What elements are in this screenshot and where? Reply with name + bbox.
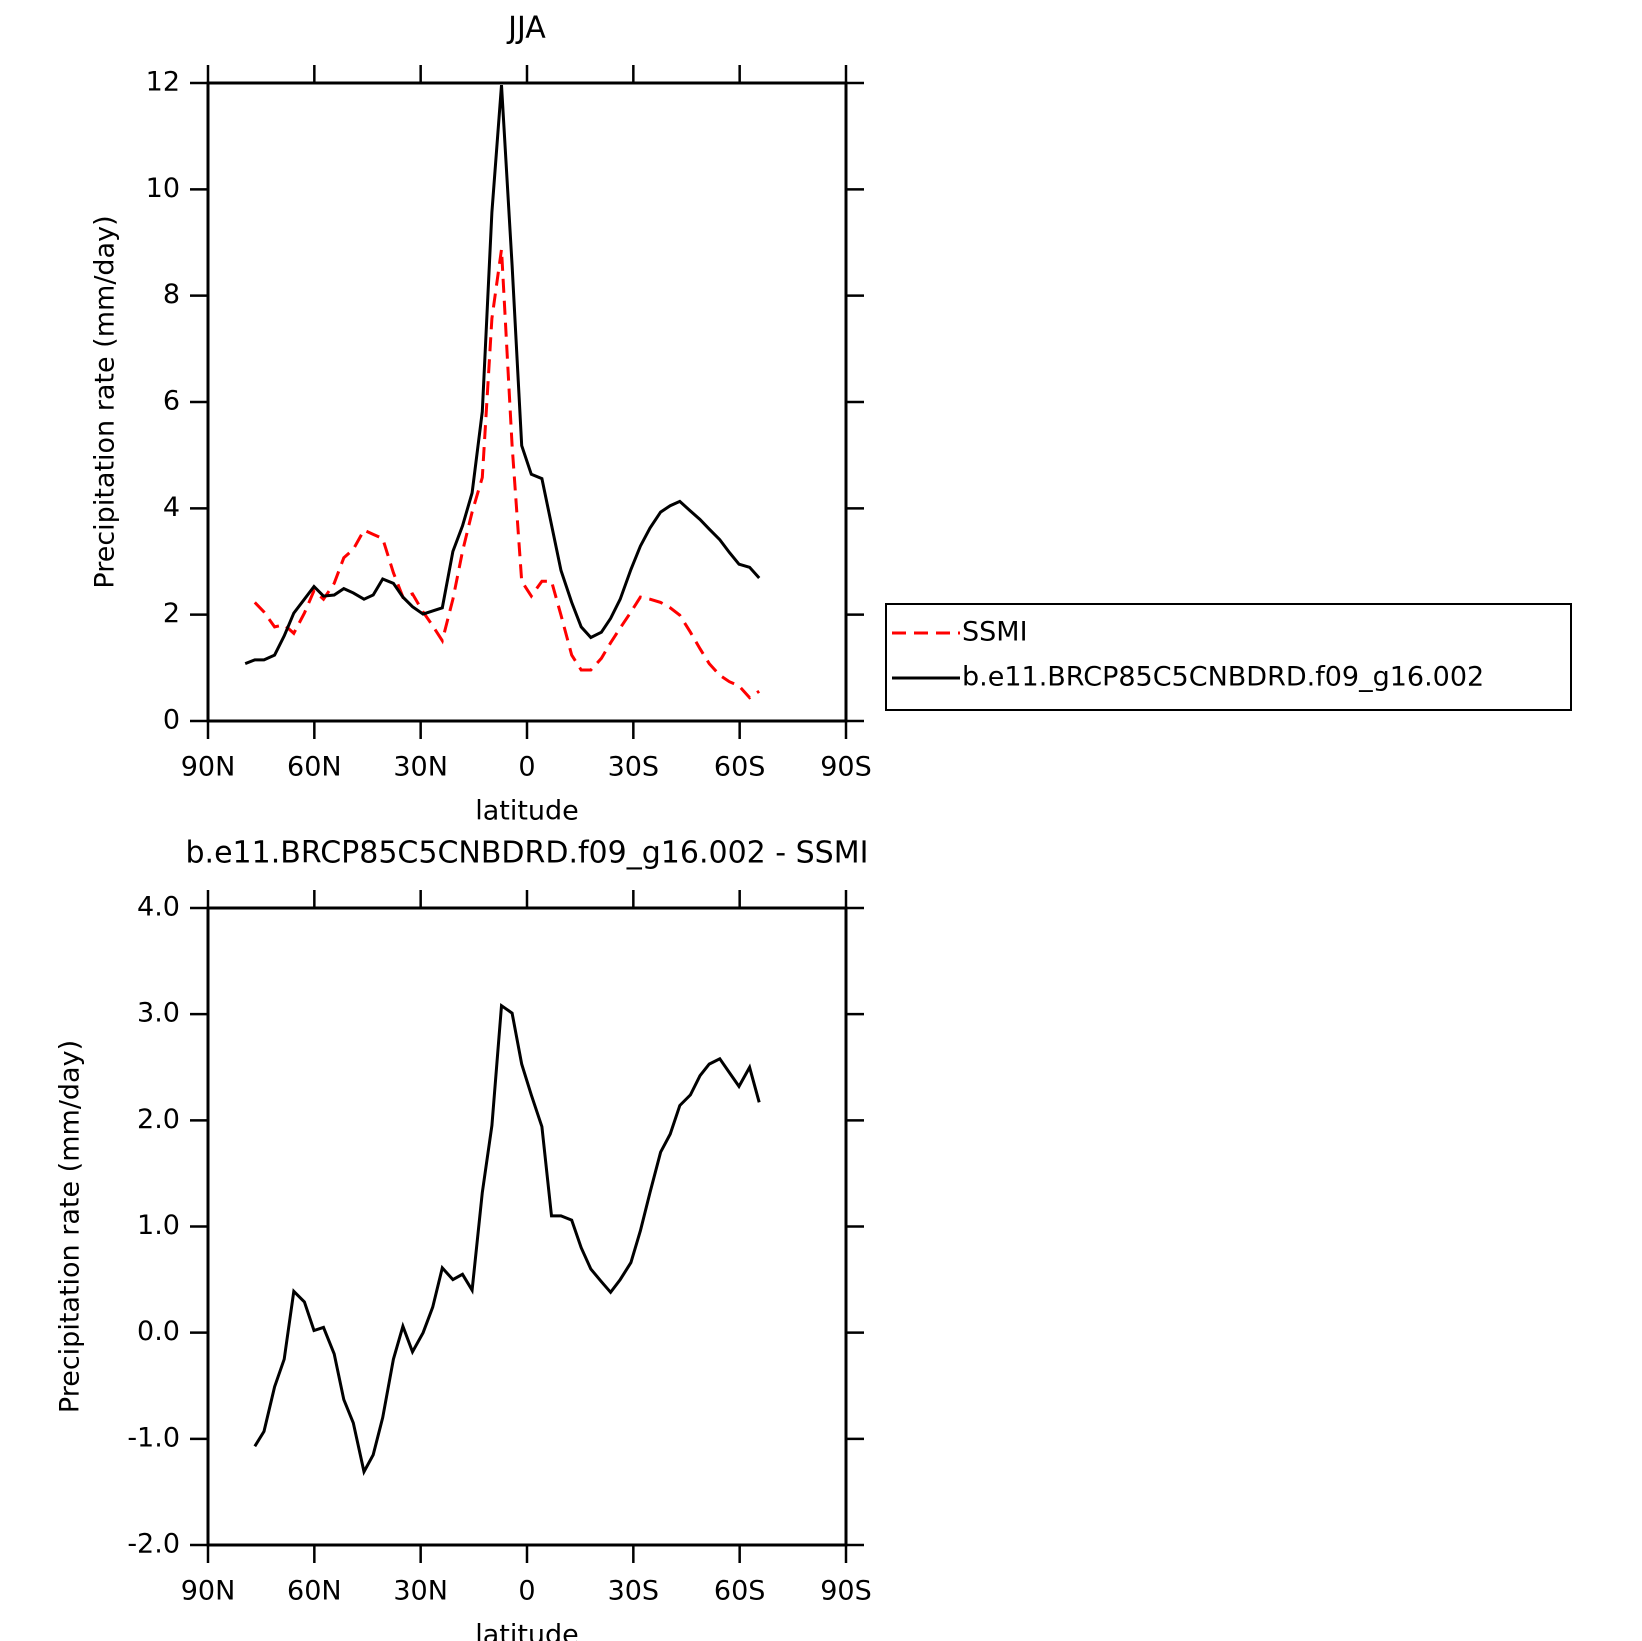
legend-label: SSMI	[962, 617, 1028, 648]
y-axis-label: Precipitation rate (mm/day)	[55, 1040, 86, 1413]
y-tick-label: 3.0	[137, 998, 180, 1029]
data-line	[253, 249, 761, 700]
y-tick-label: 8	[163, 279, 180, 310]
y-tick-label: 0	[163, 705, 180, 736]
x-tick-label: 30N	[393, 752, 448, 783]
y-axis-label: Precipitation rate (mm/day)	[90, 215, 121, 588]
y-tick-label: 6	[163, 386, 180, 417]
plot-frame	[206, 81, 848, 723]
x-tick-label: 90S	[820, 1576, 872, 1607]
x-tick-label: 90N	[181, 752, 236, 783]
legend-box	[885, 603, 1572, 711]
y-tick-label: 2	[163, 598, 180, 629]
x-tick-label: 60S	[714, 1576, 766, 1607]
y-tick-label: 10	[146, 173, 180, 204]
x-tick-label: 90S	[820, 752, 872, 783]
y-tick-label: 0.0	[137, 1316, 180, 1347]
y-tick-label: -1.0	[127, 1422, 180, 1453]
legend-label: b.e11.BRCP85C5CNBDRD.f09_g16.002	[962, 662, 1484, 693]
x-axis-label: latitude	[475, 1620, 579, 1641]
x-tick-label: 60N	[287, 752, 342, 783]
x-tick-label: 60S	[714, 752, 766, 783]
y-tick-label: 4.0	[137, 892, 180, 923]
x-tick-label: 0	[518, 752, 535, 783]
x-tick-label: 30S	[608, 752, 660, 783]
plot-frame	[206, 906, 848, 1547]
data-line	[244, 84, 761, 665]
y-tick-label: 2.0	[137, 1104, 180, 1135]
x-tick-label: 0	[518, 1576, 535, 1607]
x-axis-label: latitude	[475, 796, 579, 827]
x-tick-label: 90N	[181, 1576, 236, 1607]
x-tick-label: 30N	[393, 1576, 448, 1607]
y-tick-label: 1.0	[137, 1210, 180, 1241]
chart-title: b.e11.BRCP85C5CNBDRD.f09_g16.002 - SSMI	[186, 836, 869, 871]
y-tick-label: -2.0	[127, 1529, 180, 1560]
x-tick-label: 30S	[608, 1576, 660, 1607]
chart-title: JJA	[506, 11, 546, 46]
y-tick-label: 12	[146, 67, 180, 98]
y-tick-label: 4	[163, 492, 180, 523]
x-tick-label: 60N	[287, 1576, 342, 1607]
data-line	[253, 1002, 761, 1476]
